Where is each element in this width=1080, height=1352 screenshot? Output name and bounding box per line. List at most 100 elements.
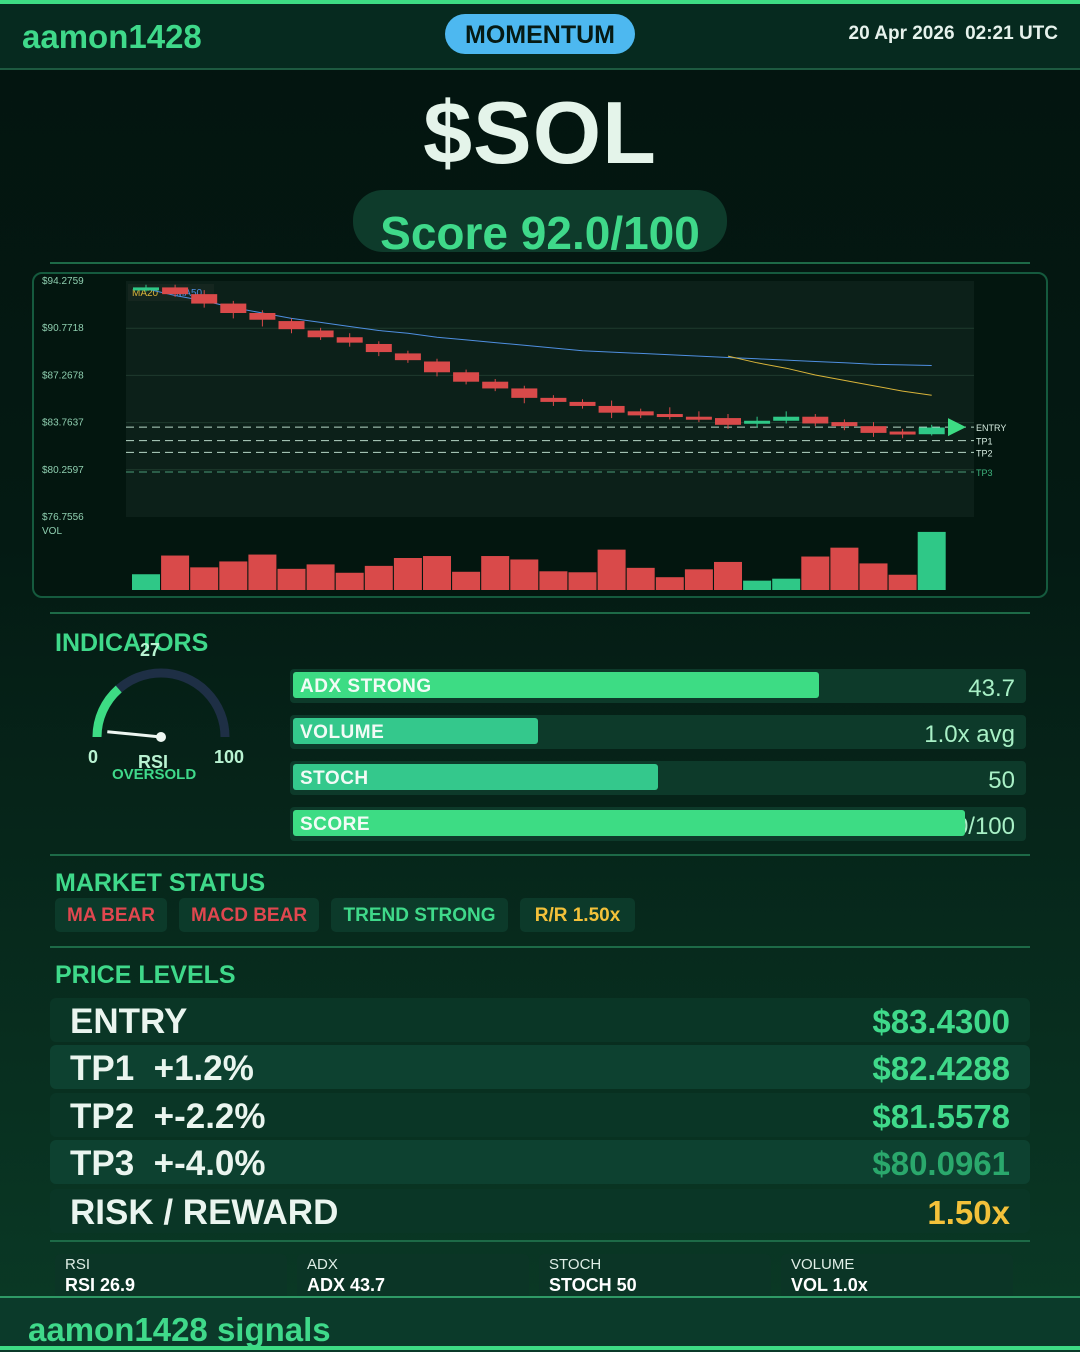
volume-bar	[190, 567, 219, 590]
volume-bar	[714, 561, 742, 590]
stat-value: VOL 1.0x	[791, 1275, 868, 1295]
candle-body	[365, 343, 392, 353]
level-name: TP3 +-4.0%	[70, 1144, 266, 1183]
adx-bar: ADX STRONG 43.7	[290, 669, 1026, 703]
score-bar: 92.0/100 SCORE	[290, 807, 1026, 841]
volume-bar	[277, 568, 306, 590]
stat-card-stoch: STOCH STOCH 50	[539, 1254, 771, 1298]
level-value: $82.4288	[872, 1050, 1010, 1087]
status-chip-trend: TREND STRONG	[331, 898, 508, 932]
volume-bar	[539, 571, 568, 590]
ma20-line	[727, 355, 932, 396]
candle-body	[656, 414, 683, 418]
candle-body	[336, 337, 363, 343]
volume-bar	[830, 547, 859, 590]
candle-body	[831, 422, 858, 427]
volume-bar	[161, 555, 190, 590]
legend-ma50: MA50	[176, 288, 203, 299]
candle-body	[889, 431, 916, 435]
level-name: TP1 +1.2%	[70, 1049, 254, 1088]
divider	[50, 612, 1030, 614]
adx-bar-label: ADX STRONG	[300, 676, 432, 697]
volume-bar	[655, 577, 684, 590]
rsi-gauge-name: RSI	[138, 752, 169, 772]
candle-body	[685, 416, 712, 420]
candle-body	[191, 294, 218, 304]
volume-bar	[568, 572, 597, 590]
candle-body	[220, 303, 247, 314]
timestamp: 20 Apr 2026 02:21 UTC	[848, 23, 1058, 44]
volume-label: VOL	[42, 526, 62, 537]
candle-body	[511, 388, 538, 398]
stat-title: STOCH	[549, 1256, 602, 1273]
volume-bar	[917, 531, 946, 590]
bottom-accent-line	[0, 1346, 1080, 1350]
status-chip-rr: R/R 1.50x	[520, 898, 635, 932]
volume-bar	[364, 565, 393, 590]
stat-value: ADX 43.7	[307, 1275, 386, 1295]
level-row-risk-reward: RISK / REWARD 1.50x	[50, 1189, 1030, 1233]
header-bar: aamon1428 MOMENTUM 20 Apr 2026 02:21 UTC	[0, 4, 1080, 70]
price-levels-title: PRICE LEVELS	[55, 961, 236, 989]
volume-bar	[452, 571, 481, 590]
level-row-tp2: TP2 +-2.2% $81.5578	[50, 1093, 1030, 1137]
level-row-tp1: TP1 +1.2% $82.4288	[50, 1045, 1030, 1089]
volume-bar	[684, 569, 713, 590]
stat-value: RSI 26.9	[65, 1275, 136, 1295]
stat-title: RSI	[65, 1256, 91, 1273]
volume-bar	[597, 549, 626, 590]
stoch-bar: STOCH 50	[290, 761, 1026, 795]
candle-body	[569, 401, 596, 406]
y-tick-label: $87.2678	[42, 370, 84, 381]
candle-body	[598, 405, 625, 413]
stat-card-adx: ADX ADX 43.7	[297, 1254, 529, 1298]
volume-bar	[219, 561, 248, 590]
status-chip-ma: MA BEAR	[55, 898, 167, 932]
volume-bar: VOLUME 1.0x avg	[290, 715, 1026, 749]
score-bar-label: SCORE	[300, 814, 371, 835]
adx-bar-fill	[293, 672, 819, 698]
stoch-bar-value: 50	[988, 767, 1015, 794]
candle-body	[278, 321, 305, 330]
divider	[50, 1240, 1030, 1242]
y-tick-label: $90.7718	[42, 323, 84, 334]
candle-body	[453, 372, 480, 382]
status-chip-macd: MACD BEAR	[179, 898, 319, 932]
price-chart-panel: $94.2759 $90.7718 $87.2678 $83.7637 $80.2597…	[32, 272, 1048, 598]
rsi-gauge-value: 27	[140, 640, 161, 660]
level-label: TP1	[976, 437, 993, 447]
level-label: TP3	[976, 468, 993, 478]
candle-body	[249, 313, 276, 320]
candle-body	[744, 420, 771, 424]
price-chart: $94.2759 $90.7718 $87.2678 $83.7637 $80.2597…	[42, 276, 1006, 590]
level-name: RISK / REWARD	[70, 1193, 339, 1232]
volume-bar	[510, 559, 539, 590]
stat-title: ADX	[307, 1256, 338, 1273]
level-value: 1.50x	[927, 1194, 1010, 1231]
level-row-entry: ENTRY $83.4300	[50, 998, 1030, 1042]
y-tick-label: $94.2759	[42, 276, 84, 287]
entry-arrow	[948, 418, 966, 437]
candle-body	[627, 411, 654, 416]
volume-bar	[393, 558, 422, 590]
level-label: ENTRY	[976, 423, 1006, 433]
rsi-status: OVERSOLD	[112, 766, 197, 783]
score-badge: Score 92.0/100	[353, 190, 727, 252]
volume-bar	[626, 567, 655, 590]
score-text: Score 92.0/100	[380, 207, 700, 252]
rsi-gauge-max: 100	[214, 747, 245, 767]
market-status-title: MARKET STATUS	[55, 869, 266, 897]
ticker-title: $SOL	[423, 83, 657, 182]
mode-badge: MOMENTUM	[445, 14, 635, 54]
volume-bar	[772, 578, 801, 590]
volume-bar	[306, 564, 335, 590]
legend-ma20: MA20	[132, 288, 159, 299]
level-label: TP2	[976, 448, 993, 458]
ma50-line	[145, 288, 932, 366]
volume-bar	[888, 574, 917, 590]
stat-card-rsi: RSI RSI 26.9	[55, 1254, 287, 1298]
y-tick-label: $76.7556	[42, 512, 84, 523]
candle-body	[860, 426, 887, 433]
candle-body	[918, 427, 945, 435]
volume-bar	[859, 563, 888, 590]
